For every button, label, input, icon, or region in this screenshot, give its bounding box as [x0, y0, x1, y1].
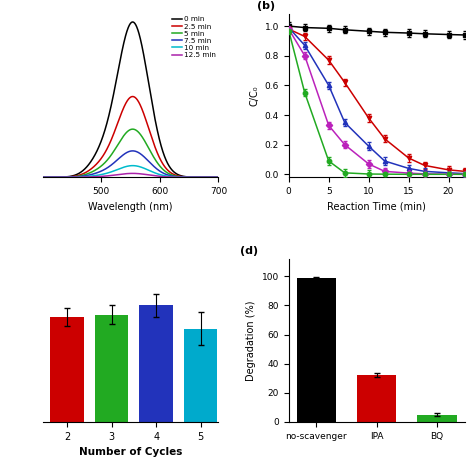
0 min — [152, 116, 158, 121]
2.5 min — [152, 144, 158, 149]
Bar — [95, 315, 128, 474]
10 min — [152, 170, 158, 176]
Line: 5 min: 5 min — [43, 129, 219, 177]
12.5 min — [173, 174, 179, 180]
2.5 min — [142, 114, 148, 120]
X-axis label: Wavelength (nm): Wavelength (nm) — [88, 201, 173, 211]
12.5 min — [216, 174, 221, 180]
2.5 min — [191, 174, 197, 180]
0 min — [191, 174, 197, 180]
10 min — [147, 168, 153, 173]
5 min — [40, 174, 46, 180]
7.5 min — [130, 148, 136, 154]
Text: (b): (b) — [257, 1, 275, 11]
2.5 min — [130, 94, 136, 100]
7.5 min — [142, 155, 148, 161]
0 min — [40, 174, 46, 180]
12.5 min — [142, 172, 148, 177]
Line: 12.5 min: 12.5 min — [43, 173, 219, 177]
10 min — [130, 163, 136, 168]
Bar — [139, 305, 173, 474]
Bar — [417, 415, 456, 422]
Bar — [50, 317, 84, 474]
10 min — [191, 174, 197, 180]
0 min — [142, 59, 148, 64]
5 min — [51, 174, 56, 180]
Bar — [6, 311, 39, 474]
7.5 min — [191, 174, 197, 180]
0 min — [51, 174, 56, 180]
7.5 min — [173, 174, 179, 180]
5 min — [147, 147, 153, 153]
5 min — [142, 138, 148, 144]
7.5 min — [51, 174, 56, 180]
5 min — [191, 174, 197, 180]
7.5 min — [216, 174, 221, 180]
12.5 min — [51, 174, 56, 180]
7.5 min — [40, 174, 46, 180]
0 min — [147, 86, 153, 91]
5 min — [173, 173, 179, 179]
Line: 0 min: 0 min — [43, 22, 219, 177]
Line: 10 min: 10 min — [43, 165, 219, 177]
2.5 min — [147, 128, 153, 134]
Bar — [297, 278, 336, 422]
5 min — [130, 126, 136, 132]
5 min — [216, 174, 221, 180]
12.5 min — [152, 173, 158, 179]
Bar — [184, 328, 217, 474]
0 min — [130, 19, 136, 25]
10 min — [173, 174, 179, 180]
10 min — [51, 174, 56, 180]
2.5 min — [40, 174, 46, 180]
X-axis label: Number of Cycles: Number of Cycles — [79, 447, 182, 457]
Line: 7.5 min: 7.5 min — [43, 151, 219, 177]
10 min — [40, 174, 46, 180]
X-axis label: Reaction Time (min): Reaction Time (min) — [327, 201, 426, 211]
0 min — [173, 171, 179, 176]
Text: (d): (d) — [239, 246, 258, 255]
2.5 min — [216, 174, 221, 180]
Line: 2.5 min: 2.5 min — [43, 97, 219, 177]
12.5 min — [40, 174, 46, 180]
10 min — [142, 166, 148, 172]
7.5 min — [147, 159, 153, 165]
10 min — [216, 174, 221, 180]
12.5 min — [130, 171, 136, 176]
Y-axis label: Degradation (%): Degradation (%) — [246, 300, 256, 381]
2.5 min — [51, 174, 56, 180]
7.5 min — [152, 164, 158, 170]
Y-axis label: C/C₀: C/C₀ — [249, 85, 259, 106]
Legend: 0 min, 2.5 min, 5 min, 7.5 min, 10 min, 12.5 min: 0 min, 2.5 min, 5 min, 7.5 min, 10 min, … — [172, 17, 216, 58]
12.5 min — [191, 174, 197, 180]
0 min — [216, 174, 221, 180]
Bar — [357, 375, 396, 422]
12.5 min — [147, 172, 153, 178]
5 min — [152, 156, 158, 162]
2.5 min — [173, 173, 179, 178]
